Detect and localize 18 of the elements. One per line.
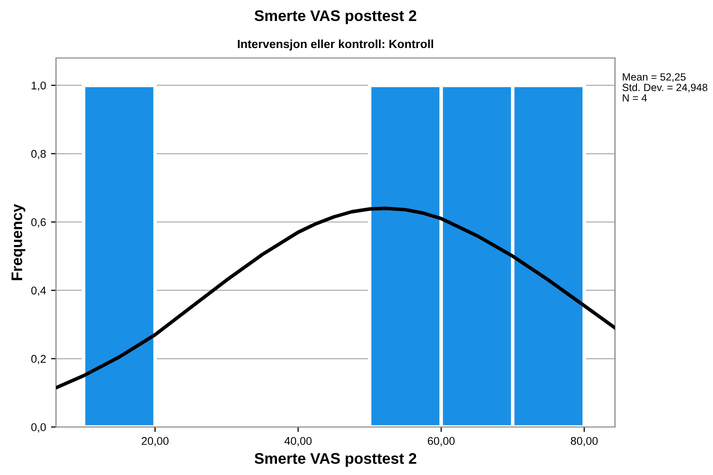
line-series: [56, 206, 615, 390]
x-tick-label: 60,00: [428, 437, 455, 446]
x-tick-label: 80,00: [570, 437, 598, 446]
text: Mean = 52,25: [622, 73, 686, 82]
y-tick-label: 0,0: [31, 423, 46, 432]
x-tick-label: 20,00: [142, 437, 169, 446]
y-tick-label: 0,8: [31, 150, 46, 160]
y-tick-label: 1,0: [32, 82, 46, 91]
chart-subtitle: Intervensjon eller kontroll: Kontroll: [238, 40, 434, 50]
y-tick-label: 0,6: [31, 218, 46, 228]
y-tick-label: 0,4: [31, 286, 46, 296]
text: Std. Dev. = 24,948: [622, 83, 708, 92]
x-axis-title: Smerte VAS posttest 2: [254, 453, 416, 467]
text: N = 4: [622, 94, 647, 102]
x-tick-label: 40,00: [284, 437, 312, 446]
y-tick-label: 0,2: [31, 354, 46, 364]
y-axis-title: Frequency: [12, 204, 26, 280]
chart-title: Smerte VAS posttest 2: [254, 10, 416, 24]
